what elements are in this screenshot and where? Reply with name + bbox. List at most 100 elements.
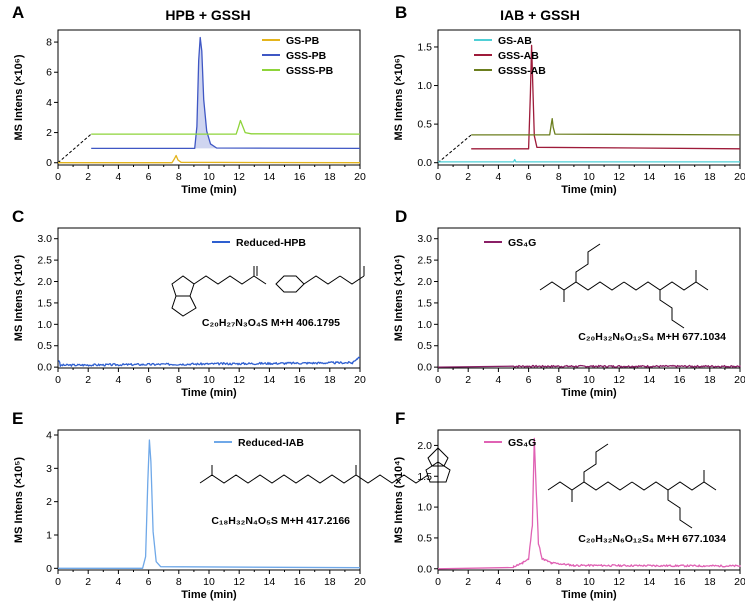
y-tick-label: 3 <box>46 463 52 475</box>
legend-label: GSSS-PB <box>286 65 334 77</box>
y-tick-label: 2 <box>46 127 52 139</box>
x-tick-label: 8 <box>556 576 562 588</box>
y-tick-label: 3.0 <box>417 233 432 245</box>
series-line-0 <box>58 356 361 367</box>
y-tick-label: 0.0 <box>417 563 432 575</box>
formula-label: C₂₀H₃₂N₆O₁₂S₄ M+H 677.1034 <box>578 331 726 343</box>
x-tick-label: 20 <box>734 576 745 588</box>
x-tick-label: 12 <box>613 576 625 588</box>
x-tick-label: 0 <box>55 171 61 183</box>
x-tick-label: 2 <box>85 374 91 386</box>
x-tick-label: 8 <box>176 171 182 183</box>
legend-label: Reduced-IAB <box>238 437 304 449</box>
x-tick-label: 10 <box>203 374 215 386</box>
x-tick-label: 10 <box>583 171 595 183</box>
x-tick-label: 4 <box>495 374 501 386</box>
x-tick-label: 16 <box>294 576 306 588</box>
y-tick-label: 2.0 <box>417 276 432 288</box>
y-tick-label: 1.5 <box>37 297 52 309</box>
x-tick-label: 20 <box>354 171 366 183</box>
y-axis-label: MS Intens (×10⁶) <box>13 54 25 140</box>
x-tick-label: 2 <box>465 374 471 386</box>
y-tick-label: 3.0 <box>37 233 52 245</box>
y-axis-label: MS Intens (×10⁵) <box>13 457 25 543</box>
formula-label: C₂₀H₂₇N₃O₄S M+H 406.1795 <box>202 317 340 329</box>
y-tick-label: 0.0 <box>417 157 432 169</box>
x-tick-label: 10 <box>203 576 215 588</box>
legend-label: GSS-AB <box>498 50 539 62</box>
legend-label: Reduced-HPB <box>236 237 306 249</box>
x-tick-label: 8 <box>176 576 182 588</box>
x-tick-label: 18 <box>324 374 336 386</box>
x-tick-label: 16 <box>674 374 686 386</box>
x-tick-label: 16 <box>674 171 686 183</box>
y-tick-label: 1.5 <box>417 471 432 483</box>
series-line-2 <box>471 118 741 136</box>
legend-label: GS-AB <box>498 35 532 47</box>
series-line-2 <box>91 119 361 135</box>
y-tick-label: 4 <box>46 430 52 442</box>
y-tick-label: 0 <box>46 563 52 575</box>
x-tick-label: 14 <box>644 374 656 386</box>
chart-d: D 0 2 4 6 8 10 12 14 16 18 20 0.0 0.5 1.0 1.5 2.0 2.5 3.0 T… <box>393 207 745 399</box>
y-tick-label: 0.5 <box>37 340 52 352</box>
panel-label-f: F <box>395 409 405 428</box>
plot-frame <box>57 429 361 571</box>
x-tick-label: 10 <box>203 171 215 183</box>
x-tick-label: 0 <box>435 171 441 183</box>
x-tick-label: 18 <box>324 171 336 183</box>
panel-label-e: E <box>12 409 23 428</box>
x-tick-label: 6 <box>526 171 532 183</box>
panel-label-d: D <box>395 207 407 226</box>
x-tick-label: 4 <box>115 374 121 386</box>
structure-gs4g-f <box>547 443 717 529</box>
y-tick-label: 0.5 <box>417 119 432 131</box>
legend-label: GS₄G <box>508 237 536 249</box>
x-tick-label: 6 <box>146 374 152 386</box>
series-line-0 <box>58 439 361 569</box>
y-tick-label: 1.0 <box>37 319 52 331</box>
x-tick-label: 6 <box>526 576 532 588</box>
y-tick-label: 4 <box>46 97 52 109</box>
x-axis-label: Time (min) <box>561 184 617 196</box>
x-tick-label: 12 <box>233 576 245 588</box>
x-tick-label: 14 <box>644 171 656 183</box>
structure-gs4g-d <box>539 243 709 329</box>
y-tick-label: 0.5 <box>417 340 432 352</box>
x-tick-label: 16 <box>294 171 306 183</box>
legend-label: GSS-PB <box>286 50 327 62</box>
series-line-1 <box>471 44 741 150</box>
y-tick-label: 1 <box>46 530 52 542</box>
chart-f: F 0 2 4 6 8 10 12 14 16 18 20 0.0 0.5 1.0 1.5 2.0 Time (m… <box>393 409 745 601</box>
x-tick-label: 0 <box>435 374 441 386</box>
structure-reduced-iab <box>199 447 451 484</box>
offset-connector <box>57 133 92 164</box>
x-tick-label: 6 <box>146 171 152 183</box>
panel-title-iab: IAB + GSSH <box>500 7 580 23</box>
plot-frame <box>437 429 741 571</box>
plot-frame <box>57 227 361 369</box>
x-tick-label: 4 <box>115 576 121 588</box>
y-tick-label: 2 <box>46 496 52 508</box>
formula-label: C₁₈H₃₂N₄O₅S M+H 417.2166 <box>211 515 350 527</box>
series-line-0 <box>58 154 361 164</box>
x-tick-label: 2 <box>465 171 471 183</box>
x-tick-label: 20 <box>354 374 366 386</box>
x-tick-label: 0 <box>435 576 441 588</box>
x-tick-label: 2 <box>465 576 471 588</box>
x-axis-label: Time (min) <box>181 387 237 399</box>
panel-label-c: C <box>12 207 24 226</box>
x-axis-label: Time (min) <box>561 589 617 601</box>
x-tick-label: 20 <box>734 374 745 386</box>
y-axis-label: MS Intens (×10⁶) <box>393 54 405 140</box>
offset-connector <box>437 134 472 164</box>
x-tick-label: 4 <box>495 171 501 183</box>
plot-frame <box>437 227 741 369</box>
y-tick-label: 2.0 <box>417 440 432 452</box>
x-tick-label: 18 <box>704 576 716 588</box>
y-tick-label: 0.0 <box>417 362 432 374</box>
y-axis-label: MS Intens (×10⁴) <box>393 254 405 341</box>
y-tick-label: 0.0 <box>37 362 52 374</box>
